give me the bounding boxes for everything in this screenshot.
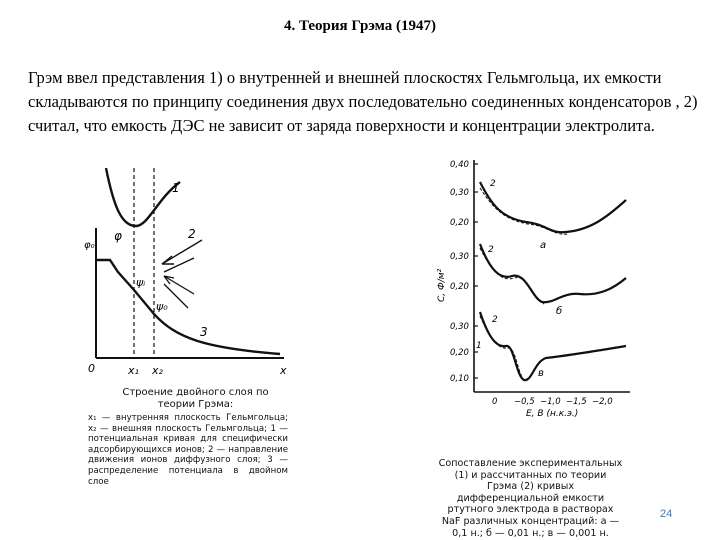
label-3: 3 <box>200 325 208 339</box>
panel-c-curve-2 <box>479 315 527 383</box>
tick-b-030: 0,30 <box>450 252 469 262</box>
tick-c-030: 0,30 <box>450 322 469 332</box>
tick-a-040: 0,40 <box>450 160 469 170</box>
label-psi-0: ψ₀ <box>156 300 168 313</box>
label-psi-i: ψᵢ <box>136 276 145 289</box>
x-tick-1: −0,5 <box>514 397 535 407</box>
slide-title: 4. Теория Грэма (1947) <box>283 18 437 34</box>
capacitance-curves-figure: 0,40 0,30 0,20 0,30 0,20 0,30 0,20 0,10 … <box>437 160 630 419</box>
panel-c-letter: в <box>538 368 544 379</box>
label-x: x <box>279 364 287 377</box>
label-origin: 0 <box>88 362 95 375</box>
label-x1: x₁ <box>127 364 139 377</box>
label-2: 2 <box>188 227 196 241</box>
x-tick-4: −2,0 <box>592 397 613 407</box>
tick-a-020: 0,20 <box>450 218 469 228</box>
right-caption: Сопоставление экспериментальных (1) и ра… <box>438 458 623 539</box>
panel-b-letter: б <box>556 305 562 317</box>
label-phi: φ <box>114 229 122 243</box>
x-tick-0: 0 <box>492 397 497 407</box>
panel-a-curve-2 <box>479 187 569 235</box>
x-tick-3: −1,5 <box>566 397 587 407</box>
tick-a-030: 0,30 <box>450 188 469 198</box>
left-caption-title: Строение двойного слоя по теории Грэма: <box>122 387 269 410</box>
panel-a-label-2: 2 <box>490 179 496 189</box>
right-y-axis-label: C, Ф/м² <box>437 268 447 302</box>
x-tick-2: −1,0 <box>540 397 561 407</box>
curve-1 <box>104 168 181 228</box>
arrow-2 <box>161 239 203 265</box>
panel-c-label-1: 1 <box>476 341 482 351</box>
left-caption-body: x₁ — внутренняя плоскость Гельмгольца; x… <box>88 413 288 487</box>
label-x2: x₂ <box>151 364 164 377</box>
double-layer-diagram: φ₀ φ ψᵢ ψ₀ 1 2 3 0 x₁ x₂ x <box>84 168 287 377</box>
page-number: 24 <box>660 508 673 520</box>
panel-c-label-2: 2 <box>492 315 498 325</box>
right-x-axis-label: E, B (н.к.э.) <box>526 409 578 419</box>
panel-a-curve-1 <box>479 181 627 234</box>
tick-b-020: 0,20 <box>450 282 469 292</box>
label-1: 1 <box>172 181 180 195</box>
panel-b-curve-1 <box>478 243 627 304</box>
slide-paragraph: Грэм ввел представления 1) о внутренней … <box>28 68 698 135</box>
tick-c-020: 0,20 <box>450 348 469 358</box>
panel-b-label-2: 2 <box>488 245 494 255</box>
panel-c-curve-1 <box>478 311 627 382</box>
tick-c-010: 0,10 <box>450 374 469 384</box>
curve-3 <box>96 258 281 356</box>
panel-a-letter: а <box>540 240 546 251</box>
label-psi0: φ₀ <box>84 240 95 251</box>
